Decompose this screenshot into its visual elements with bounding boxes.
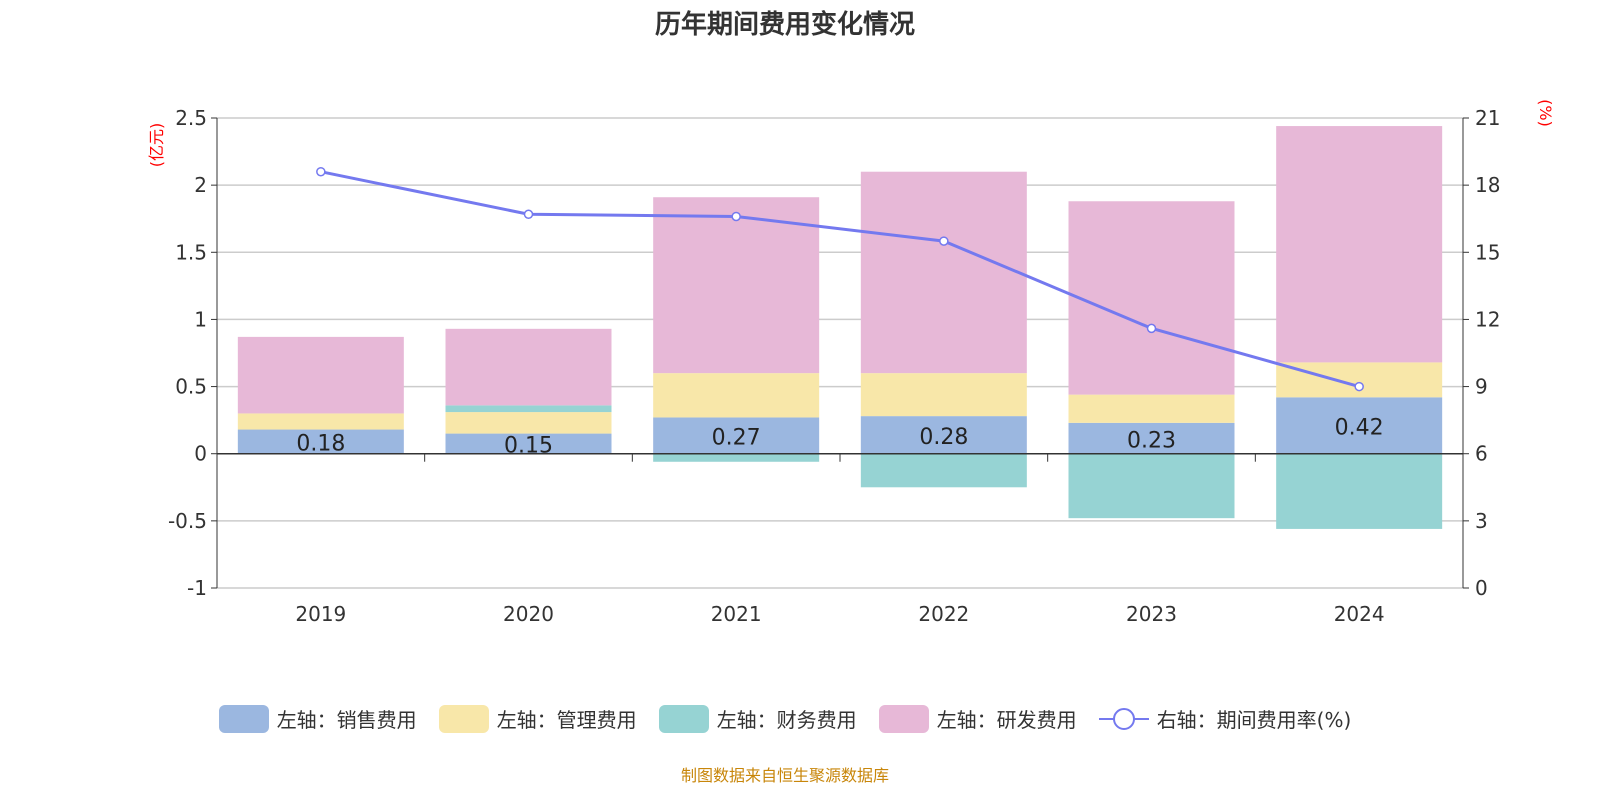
rate-point bbox=[316, 166, 326, 177]
right-tick-label: 15 bbox=[1475, 240, 1500, 264]
x-tick-label: 2021 bbox=[711, 602, 762, 626]
bar-segment bbox=[1276, 126, 1443, 363]
left-tick-label: -0.5 bbox=[168, 509, 207, 533]
rate-point bbox=[731, 211, 741, 222]
legend-swatch bbox=[658, 704, 709, 733]
legend-label: 左轴：管理费用 bbox=[496, 708, 637, 732]
left-tick-label: 0.5 bbox=[175, 375, 207, 399]
x-tick-label: 2022 bbox=[918, 602, 969, 626]
right-tick-label: 21 bbox=[1475, 106, 1500, 130]
x-tick-label: 2024 bbox=[1334, 602, 1385, 626]
right-tick-label: 12 bbox=[1475, 307, 1500, 331]
source-note: 制图数据来自恒生聚源数据库 bbox=[680, 766, 889, 785]
legend-label: 右轴：期间费用率(%) bbox=[1156, 708, 1352, 732]
bar-segment bbox=[653, 453, 820, 462]
legend-label: 左轴：财务费用 bbox=[716, 708, 857, 732]
bar-segment bbox=[445, 405, 612, 413]
data-label: 0.42 bbox=[1335, 416, 1384, 441]
legend-item[interactable]: 右轴：期间费用率(%) bbox=[1098, 704, 1352, 733]
data-label: 0.23 bbox=[1127, 428, 1176, 453]
bar-segment bbox=[237, 336, 404, 414]
legend-item[interactable]: 左轴：管理费用 bbox=[438, 704, 637, 733]
rate-line bbox=[320, 170, 1360, 389]
bar-segment bbox=[860, 171, 1027, 374]
left-tick-label: 2 bbox=[194, 173, 207, 197]
legend-item[interactable]: 左轴：财务费用 bbox=[658, 704, 857, 733]
rate-point bbox=[939, 236, 949, 246]
bar-segment bbox=[653, 197, 820, 374]
left-tick-label: -1 bbox=[187, 576, 207, 600]
bar-segment bbox=[653, 373, 820, 418]
right-tick-label: 6 bbox=[1475, 442, 1488, 466]
legend-item[interactable]: 左轴：研发费用 bbox=[878, 704, 1077, 733]
data-label: 0.27 bbox=[712, 426, 761, 451]
data-label: 0.15 bbox=[504, 434, 553, 459]
right-tick-label: 9 bbox=[1475, 375, 1488, 399]
x-tick-label: 2019 bbox=[295, 602, 346, 626]
rate-point bbox=[1146, 323, 1157, 334]
bar-segment bbox=[1068, 422, 1235, 454]
legend-swatch bbox=[218, 704, 269, 733]
bar-segment bbox=[445, 412, 612, 434]
chart-plot: -1 -0.5 0 0.5 1 1.5 2 2.5 0 3 6 9 12 15 18 21 (亿元) (%) 0.1… bbox=[147, 99, 1555, 626]
data-label: 0.28 bbox=[919, 425, 968, 450]
legend-item[interactable]: 左轴：销售费用 bbox=[218, 704, 417, 733]
bar-segment bbox=[1276, 397, 1443, 454]
rate-point bbox=[1354, 381, 1364, 392]
bar-segment bbox=[237, 429, 404, 454]
left-tick-label: 0 bbox=[194, 442, 207, 466]
bar-segment bbox=[1276, 453, 1443, 529]
chart-title: 历年期间费用变化情况 bbox=[654, 10, 915, 40]
legend-swatch bbox=[438, 704, 489, 733]
legend-swatch bbox=[878, 704, 929, 733]
left-axis-unit: (亿元) bbox=[147, 123, 166, 168]
legend-line-icon bbox=[1098, 707, 1149, 730]
legend: 左轴：销售费用 左轴：管理费用 左轴：财务费用 左轴：研发费用 右轴：期间费用率(%) bbox=[0, 704, 1570, 733]
bar-segment bbox=[860, 416, 1027, 454]
data-label: 0.18 bbox=[296, 432, 345, 457]
bar-segment bbox=[1068, 453, 1235, 519]
bar-segment bbox=[445, 328, 612, 406]
right-axis-unit: (%) bbox=[1536, 99, 1555, 127]
x-tick-label: 2020 bbox=[503, 602, 554, 626]
rate-point bbox=[523, 209, 534, 219]
bar-segment bbox=[1068, 201, 1235, 395]
bar-segment bbox=[1068, 394, 1235, 423]
bar-segment bbox=[860, 453, 1027, 488]
right-tick-label: 18 bbox=[1475, 173, 1500, 197]
legend-label: 左轴：销售费用 bbox=[276, 708, 417, 732]
legend-label: 左轴：研发费用 bbox=[936, 708, 1077, 732]
left-tick-label: 1 bbox=[194, 307, 207, 331]
left-tick-label: 1.5 bbox=[175, 240, 207, 264]
x-tick-label: 2023 bbox=[1126, 602, 1177, 626]
bar-segment bbox=[653, 417, 820, 454]
left-tick-label: 2.5 bbox=[175, 106, 207, 130]
bar-segment bbox=[860, 373, 1027, 417]
right-tick-label: 0 bbox=[1475, 576, 1488, 600]
bar-segment bbox=[237, 413, 404, 430]
right-tick-label: 3 bbox=[1475, 509, 1488, 533]
bar-segment bbox=[1276, 362, 1443, 398]
bar-segment bbox=[445, 433, 612, 454]
